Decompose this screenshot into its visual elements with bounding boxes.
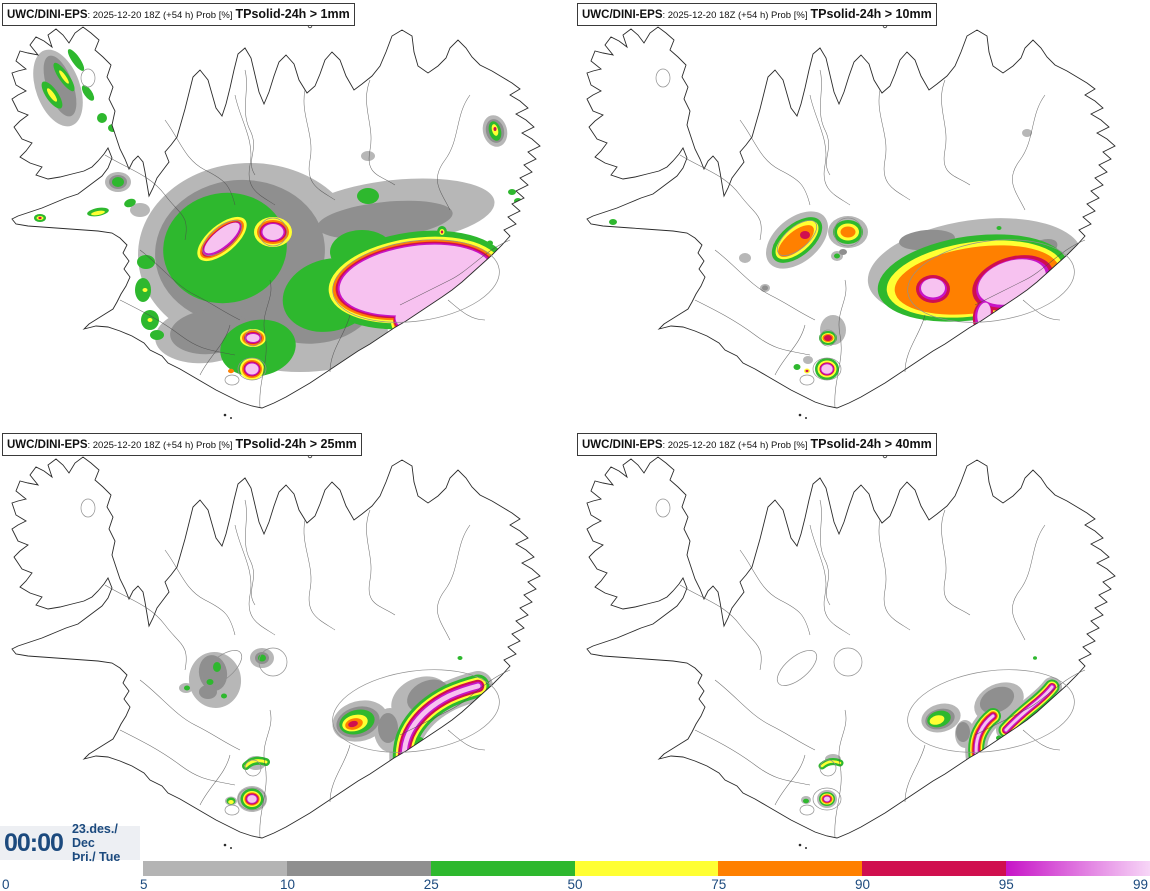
colorbar-tick-95: 95 [998,877,1014,891]
colorbar-tick-5: 5 [139,877,148,891]
colorbar-segment-25-50 [430,861,575,876]
colorbar-segment-5-10 [143,861,287,876]
colorbar-segment-90-95 [862,861,1007,876]
threshold-label: TPsolid-24h > 1mm [235,7,350,21]
colorbar-tick-0: 0 [2,877,10,891]
colorbar-segment-95-99 [1006,861,1150,876]
run-meta-label: : 2025-12-20 18Z (+54 h) Prob [%] [662,440,808,451]
valid-date-line: 23.des./ Dec [71,822,118,850]
colorbar-tick-25: 25 [423,877,439,891]
product-label: UWC/DINI-EPS [582,439,663,451]
probability-map-25mm [0,430,575,860]
probability-map-10mm [575,0,1150,430]
run-meta-label: : 2025-12-20 18Z (+54 h) Prob [%] [662,10,808,21]
colorbar-segments [143,861,1150,876]
colorbar-tick-90: 90 [854,877,871,891]
panel-tpsolid-1mm: UWC/DINI-EPS: 2025-12-20 18Z (+54 h) Pro… [0,0,575,430]
colorbar-ticks: 0 5 10 25 50 75 90 95 99 [0,876,1150,891]
threshold-label: TPsolid-24h > 40mm [810,437,932,451]
product-label: UWC/DINI-EPS [7,9,88,21]
panel-title: UWC/DINI-EPS: 2025-12-20 18Z (+54 h) Pro… [577,433,937,456]
probability-field [179,648,493,812]
threshold-label: TPsolid-24h > 10mm [810,7,932,21]
panel-title: UWC/DINI-EPS: 2025-12-20 18Z (+54 h) Pro… [2,433,362,456]
panel-tpsolid-40mm: UWC/DINI-EPS: 2025-12-20 18Z (+54 h) Pro… [575,430,1150,860]
colorbar-tick-10: 10 [279,877,296,891]
colorbar-segment-10-25 [286,861,431,876]
probability-map-1mm [0,0,575,430]
probability-field [609,129,1083,380]
panel-title: UWC/DINI-EPS: 2025-12-20 18Z (+54 h) Pro… [2,3,355,26]
colorbar-segment-50-75 [574,861,719,876]
probability-map-40mm [575,430,1150,860]
product-label: UWC/DINI-EPS [582,9,663,21]
valid-date: 23.des./ Dec Þri./ Tue [72,822,140,864]
threshold-label: TPsolid-24h > 25mm [235,437,357,451]
probability-colorbar: 0 5 10 25 50 75 90 95 99 [0,861,1150,891]
valid-time: 00:00 [4,828,64,857]
product-label: UWC/DINI-EPS [7,439,88,451]
run-meta-label: : 2025-12-20 18Z (+54 h) Prob [%] [87,10,233,21]
valid-weekday-line: Þri./ Tue [71,850,121,864]
probability-field [33,49,522,380]
colorbar-segment-75-90 [718,861,863,876]
panel-title: UWC/DINI-EPS: 2025-12-20 18Z (+54 h) Pro… [577,3,937,26]
colorbar-tick-50: 50 [567,877,583,891]
valid-time-box: 00:00 23.des./ Dec Þri./ Tue [0,822,140,864]
panel-tpsolid-10mm: UWC/DINI-EPS: 2025-12-20 18Z (+54 h) Pro… [575,0,1150,430]
colorbar-tick-75: 75 [711,877,727,891]
run-meta-label: : 2025-12-20 18Z (+54 h) Prob [%] [87,440,233,451]
colorbar-tick-99: 99 [1132,877,1148,891]
panel-tpsolid-25mm: UWC/DINI-EPS: 2025-12-20 18Z (+54 h) Pro… [0,430,575,860]
